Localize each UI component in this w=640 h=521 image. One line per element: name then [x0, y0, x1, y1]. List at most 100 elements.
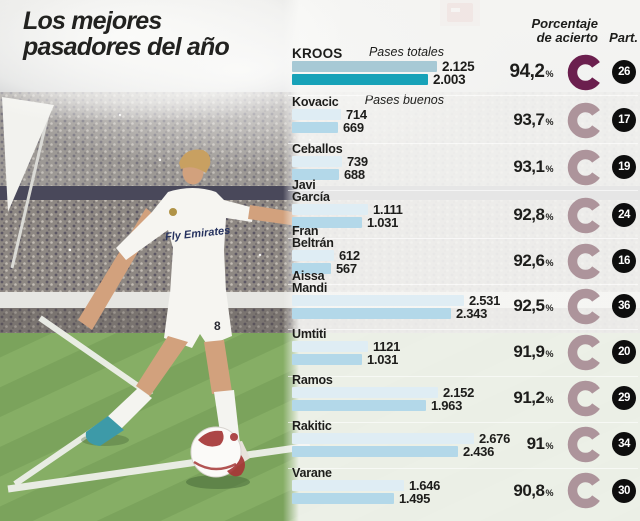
passes-total-bar	[292, 61, 437, 72]
passes-good-line: 567	[292, 261, 357, 276]
player-hair	[179, 149, 211, 173]
matches-badge: 19	[612, 155, 636, 180]
accuracy-column-header: Porcentaje de acierto	[531, 16, 598, 45]
player-name: Varane	[292, 467, 332, 480]
passes-total-value: 1121	[373, 339, 401, 355]
passes-good-line: 1.031	[292, 215, 398, 230]
percent-symbol: %	[545, 441, 553, 452]
percent-symbol: %	[545, 487, 553, 498]
passes-total-bar	[292, 250, 334, 262]
accuracy-percentage: 94,2%	[453, 60, 554, 84]
passes-good-bar	[292, 308, 451, 320]
accuracy-ring	[567, 197, 604, 233]
accuracy-ring	[567, 54, 604, 90]
passes-total-line: 1.646	[292, 478, 440, 493]
player-name: KROOS	[292, 47, 343, 61]
matches-badge: 29	[612, 386, 636, 411]
passes-good-bar	[292, 492, 394, 504]
player-name: Umtiti	[292, 327, 327, 342]
passes-total-bar	[292, 341, 368, 353]
accuracy-percentage: 91%	[453, 432, 554, 456]
passes-total-value: 739	[347, 154, 368, 170]
row-separator	[288, 143, 638, 145]
matches-badge: 30	[612, 478, 636, 503]
passes-total-bar	[292, 387, 438, 399]
passes-total-line: 2.152	[292, 385, 475, 401]
player-shorts	[164, 290, 232, 348]
player-name-line: Rakitic	[292, 419, 332, 434]
matches-badge: 17	[612, 108, 636, 133]
player-name-line: García	[292, 190, 330, 205]
corner-flag-icon	[2, 97, 54, 269]
passes-good-line: 688	[292, 167, 365, 183]
passes-total-value: 2.531	[469, 293, 501, 309]
player-left-boot	[85, 416, 124, 446]
accuracy-value: 90,8	[513, 480, 545, 500]
accuracy-value: 91,9	[513, 342, 545, 362]
passes-total-line: 1.111	[292, 202, 403, 217]
player-name: Fran Beltrán	[292, 225, 334, 251]
row-separator	[288, 190, 638, 192]
passes-total-line: 2.125	[292, 59, 475, 74]
passes-good-bar	[292, 400, 426, 412]
percent-symbol: %	[545, 212, 553, 223]
passes-good-value: 2.343	[456, 306, 488, 322]
passes-total-bar	[292, 109, 341, 121]
passes-total-value: 612	[339, 248, 360, 264]
player-name-line: Ramos	[292, 373, 333, 388]
passes-total-line: 1121	[292, 339, 401, 355]
percent-symbol: %	[545, 349, 553, 360]
percent-symbol: %	[545, 395, 553, 406]
player-name: Rakitic	[292, 419, 332, 434]
passes-good-line: 2.003	[292, 72, 466, 87]
passes-good-value: 669	[343, 120, 364, 136]
player-name-line: Mandi	[292, 281, 328, 296]
passes-total-line: 714	[292, 107, 367, 123]
accuracy-value: 93,7	[513, 110, 545, 130]
matches-column-header: Part.	[609, 30, 638, 45]
passes-total-line: 2.531	[292, 293, 501, 309]
passes-total-value: 714	[346, 107, 367, 123]
passes-total-value: 2.152	[443, 385, 475, 401]
accuracy-ring	[567, 473, 604, 509]
accuracy-percentage: 92,5%	[453, 294, 553, 318]
player-left-thigh	[136, 336, 188, 396]
passes-good-line: 1.031	[292, 352, 398, 367]
legend-good-passes: Pases buenos	[364, 93, 444, 107]
accuracy-value: 94,2	[509, 61, 545, 82]
accuracy-value: 93,1	[513, 157, 545, 177]
accuracy-ring	[567, 426, 604, 463]
accuracy-value: 92,5	[513, 296, 545, 316]
title-line2: pasadores del año	[23, 33, 230, 61]
player-name-line: Beltrán	[292, 236, 334, 251]
title-haze	[0, 0, 340, 120]
legend-total-passes: Pases totales	[368, 45, 444, 59]
passes-good-value: 688	[344, 167, 365, 183]
row-separator	[288, 375, 638, 377]
passes-total-bar	[292, 204, 368, 216]
row-separator	[288, 467, 638, 469]
accuracy-value: 92,8	[513, 205, 545, 225]
passes-good-bar	[292, 446, 458, 458]
accuracy-percentage: 92,8%	[453, 203, 553, 227]
passes-good-value: 1.963	[431, 398, 463, 414]
player-photo: Fly Emirates 8	[78, 149, 300, 489]
accuracy-ring	[567, 380, 604, 417]
matches-badge: 16	[612, 249, 636, 274]
player-name-line: Umtiti	[292, 327, 327, 342]
row-separator	[288, 238, 638, 240]
accuracy-ring	[567, 334, 604, 371]
player-name-line: Javi	[292, 178, 316, 193]
passes-good-bar	[292, 74, 428, 85]
player-name: Ramos	[292, 373, 333, 388]
row-separator	[288, 95, 638, 97]
percent-symbol: %	[545, 303, 553, 314]
matches-badge: 20	[612, 340, 636, 365]
accuracy-percentage: 93,7%	[453, 108, 553, 132]
ball-icon	[190, 426, 245, 478]
accuracy-ring	[567, 149, 604, 185]
passes-good-bar	[292, 354, 362, 366]
percent-symbol: %	[545, 258, 553, 269]
page-title: Los mejores pasadores del año	[23, 8, 230, 61]
